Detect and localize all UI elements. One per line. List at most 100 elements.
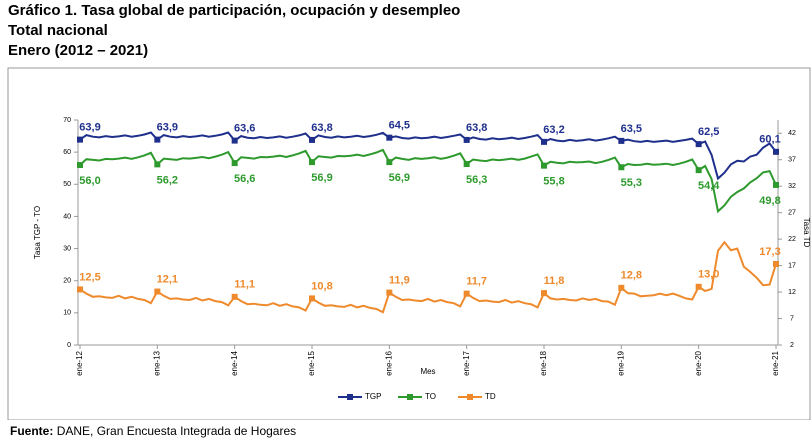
data-label: 63,6	[234, 122, 255, 134]
y-tick-label: 50	[63, 181, 71, 188]
data-label: 56,3	[466, 174, 487, 186]
chart-period: Enero (2012 – 2021)	[8, 42, 149, 59]
legend-marker	[347, 394, 353, 400]
data-label: 56,9	[389, 172, 410, 184]
marker	[386, 289, 393, 296]
y-tick-label: 30	[63, 245, 71, 252]
frame	[7, 67, 811, 420]
marker	[77, 162, 83, 168]
data-label: 12,8	[621, 270, 642, 282]
x-tick-label: ene-21	[771, 350, 780, 375]
y2-tick-label: 37	[788, 157, 796, 164]
data-label: 63,9	[157, 122, 178, 134]
y2-tick-label: 2	[790, 342, 794, 349]
source: Fuente: DANE, Gran Encuesta Integrada de…	[10, 424, 296, 438]
chart-title: Gráfico 1. Tasa global de participación,…	[8, 2, 461, 19]
marker	[773, 148, 779, 155]
x-tick-label: ene-20	[694, 350, 703, 375]
data-label: 17,3	[759, 246, 780, 258]
x-axis-title: Mes	[420, 367, 435, 376]
marker	[541, 138, 547, 145]
source-label: Fuente:	[10, 424, 54, 438]
y2-tick-label: 22	[788, 236, 796, 243]
y2-tick-label: 42	[788, 130, 796, 137]
marker	[231, 137, 238, 144]
marker	[231, 160, 238, 167]
x-tick-label: ene-13	[152, 350, 161, 375]
source-text: DANE, Gran Encuesta Integrada de Hogares	[56, 424, 297, 438]
y2-tick-label: 27	[788, 209, 796, 216]
data-label: 11,1	[234, 279, 255, 291]
marker	[309, 136, 315, 143]
marker	[463, 290, 470, 297]
data-label: 62,5	[698, 126, 719, 138]
x-tick-label: ene-16	[384, 350, 393, 375]
marker	[231, 293, 238, 300]
y-tick-label: 60	[63, 149, 71, 156]
x-tick-label: ene-17	[462, 350, 471, 375]
marker	[541, 162, 547, 169]
data-label: 49,8	[759, 195, 780, 207]
y-tick-label: 0	[67, 342, 71, 349]
marker	[695, 141, 702, 148]
marker	[463, 161, 470, 168]
marker	[386, 134, 393, 141]
y-tick-label: 40	[63, 213, 71, 220]
x-tick-label: ene-18	[539, 350, 548, 375]
marker	[463, 136, 470, 143]
marker	[386, 159, 393, 166]
marker	[695, 283, 702, 290]
marker	[618, 284, 625, 291]
marker	[77, 136, 83, 143]
y-tick-label: 10	[63, 310, 71, 317]
y2-tick-label: 12	[788, 289, 796, 296]
series-line	[79, 240, 777, 314]
y-tick-label: 70	[63, 117, 71, 124]
data-label: 63,8	[466, 122, 487, 134]
marker	[773, 261, 779, 267]
legend-label: TGP	[365, 392, 381, 401]
series-line	[79, 131, 777, 181]
chart-subtitle: Total nacional	[8, 22, 108, 39]
data-label: 63,9	[79, 122, 100, 134]
data-label: 55,8	[543, 176, 564, 188]
data-label: 11,8	[544, 275, 565, 287]
series-line	[79, 148, 777, 214]
marker	[154, 288, 161, 295]
marker	[695, 167, 702, 174]
x-tick-label: ene-15	[307, 350, 316, 375]
legend-marker	[467, 394, 473, 400]
marker	[618, 164, 625, 171]
x-tick-label: ene-14	[230, 350, 239, 375]
marker	[309, 159, 315, 166]
data-label: 56,6	[234, 173, 255, 185]
marker	[154, 161, 161, 168]
legend-marker	[407, 394, 413, 400]
data-label: 60,1	[759, 134, 780, 146]
marker	[154, 136, 161, 143]
x-tick-label: ene-19	[616, 350, 625, 375]
data-label: 63,5	[621, 123, 642, 135]
y2-axis-title: Tasa TD	[802, 218, 811, 248]
y-tick-label: 20	[63, 278, 71, 285]
data-label: 63,2	[543, 124, 564, 136]
data-label: 12,1	[157, 273, 178, 285]
data-label: 11,9	[389, 274, 410, 286]
data-label: 63,8	[311, 122, 332, 134]
y2-tick-label: 32	[788, 183, 796, 190]
y2-tick-label: 7	[790, 315, 794, 322]
data-label: 11,7	[466, 276, 487, 288]
data-label: 64,5	[389, 120, 410, 132]
marker	[309, 295, 315, 302]
x-tick-label: ene-12	[75, 350, 84, 375]
data-label: 56,9	[311, 172, 332, 184]
data-label: 13,0	[698, 269, 719, 281]
data-label: 56,2	[157, 174, 178, 186]
legend-label: TO	[425, 392, 436, 401]
data-label: 12,5	[79, 271, 100, 283]
data-label: 10,8	[311, 280, 332, 292]
marker	[77, 286, 83, 293]
data-label: 55,3	[621, 177, 642, 189]
